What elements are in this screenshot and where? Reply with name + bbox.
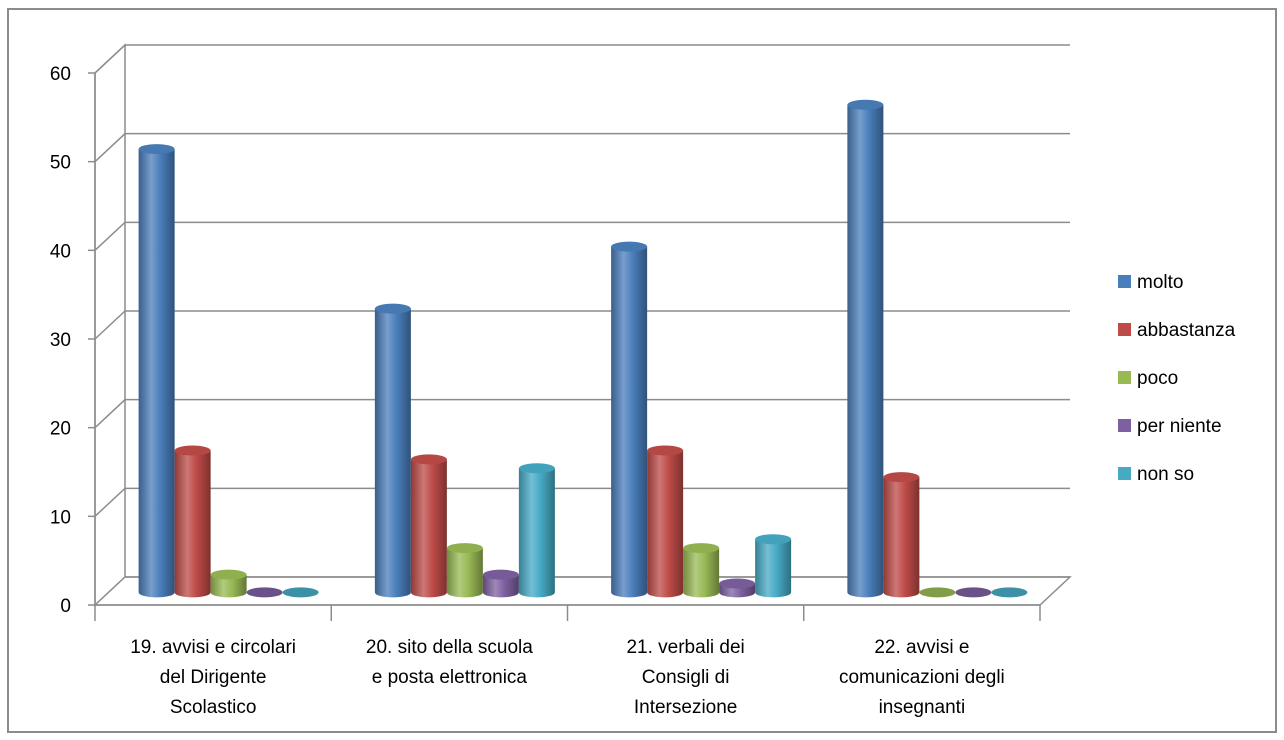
x-tick-label: 22. avvisi e comunicazioni degli insegnant… xyxy=(839,637,1005,718)
bar-per-niente xyxy=(482,569,519,598)
bar-top xyxy=(683,543,720,554)
bar-top xyxy=(446,543,483,554)
y-tick-label: 40 xyxy=(50,241,71,262)
x-tick-label-line: Consigli di xyxy=(642,667,730,688)
bar-top xyxy=(883,472,920,483)
x-tick-label-line: 22. avvisi e xyxy=(874,637,969,658)
bar-body xyxy=(847,104,884,598)
bar-body xyxy=(410,459,447,598)
gridline xyxy=(94,132,1070,163)
bar-poco xyxy=(919,587,956,598)
x-tick-label-line: insegnanti xyxy=(879,697,966,718)
legend-label: per niente xyxy=(1137,416,1222,437)
legend: molto abbastanza poco per niente non so xyxy=(1118,272,1236,485)
bar-top xyxy=(518,463,555,474)
x-tick-label: 21. verbali dei Consigli di Intersezione xyxy=(626,637,744,718)
x-tick-label-line: Intersezione xyxy=(634,697,738,718)
gridline xyxy=(94,310,1070,340)
bar-body xyxy=(446,548,483,598)
bar-body xyxy=(482,574,519,598)
legend-label: molto xyxy=(1137,272,1183,293)
bar-non-so xyxy=(518,463,555,598)
bar-top xyxy=(955,587,992,598)
y-tick-label: 10 xyxy=(50,507,71,528)
bar-body xyxy=(683,548,720,598)
x-axis: 19. avvisi e circolari del Dirigente Scola… xyxy=(94,604,1041,718)
bar-top xyxy=(482,569,519,580)
x-tick-label-line: 19. avvisi e circolari xyxy=(130,637,296,658)
bar-molto xyxy=(374,303,411,598)
x-tick-label-line: Scolastico xyxy=(170,697,257,718)
y-axis: 0 10 20 30 40 50 60 xyxy=(50,64,96,617)
y-tick-label: 20 xyxy=(50,419,71,440)
bar-per-niente xyxy=(246,587,283,598)
bar-top xyxy=(755,534,792,545)
legend-swatch xyxy=(1118,371,1131,384)
y-tick-label: 30 xyxy=(50,330,71,351)
bar-body xyxy=(138,149,175,598)
bar-body xyxy=(518,468,555,598)
bar-non-so xyxy=(282,587,319,598)
bar-body xyxy=(374,308,411,598)
gridline xyxy=(94,487,1070,517)
x-tick-label-line: comunicazioni degli xyxy=(839,667,1005,688)
x-tick-label: 20. sito della scuola e posta elettronica xyxy=(366,637,533,688)
y-tick-label: 50 xyxy=(50,153,71,174)
bar-non-so xyxy=(991,587,1028,598)
bar-poco xyxy=(683,543,720,598)
legend-swatch xyxy=(1118,419,1131,432)
bar-top xyxy=(282,587,319,598)
bar-abbastanza xyxy=(647,445,684,598)
legend-swatch xyxy=(1118,323,1131,336)
bar-top xyxy=(719,578,756,589)
legend-label: poco xyxy=(1137,368,1178,389)
bar-abbastanza xyxy=(410,454,447,598)
bars xyxy=(138,99,1028,598)
legend-label: abbastanza xyxy=(1137,320,1236,341)
x-tick-label: 19. avvisi e circolari del Dirigente Scola… xyxy=(130,637,296,718)
gridlines xyxy=(94,44,1070,578)
x-tick-label-line: 21. verbali dei xyxy=(626,637,744,658)
plot-walls xyxy=(93,43,1072,607)
bar-top xyxy=(174,445,211,456)
bar-molto xyxy=(847,99,884,598)
bar-body xyxy=(210,574,247,598)
bar-molto xyxy=(138,144,175,598)
bar-top xyxy=(410,454,447,465)
bar-top xyxy=(647,445,684,456)
x-tick-label-line: del Dirigente xyxy=(160,667,267,688)
bar-top xyxy=(210,569,247,580)
bar-poco xyxy=(210,569,247,598)
x-tick-label-line: e posta elettronica xyxy=(372,667,528,688)
bar-poco xyxy=(446,543,483,598)
bar-top xyxy=(611,241,648,252)
legend-swatch xyxy=(1118,467,1131,480)
bar-abbastanza xyxy=(174,445,211,598)
bar-non-so xyxy=(755,534,792,598)
bar-body xyxy=(647,450,684,598)
bar-top xyxy=(991,587,1028,598)
gridline xyxy=(94,221,1070,251)
bar-body xyxy=(883,477,920,598)
x-tick-label-line: 20. sito della scuola xyxy=(366,637,533,658)
bar-top xyxy=(919,587,956,598)
bar-top xyxy=(374,303,411,314)
bar-top xyxy=(138,144,175,155)
y-tick-label: 0 xyxy=(60,596,71,617)
bar-per-niente xyxy=(719,578,756,598)
bar-per-niente xyxy=(955,587,992,598)
y-tick-label: 60 xyxy=(50,64,71,85)
legend-label: non so xyxy=(1137,464,1194,485)
gridline xyxy=(94,44,1070,74)
bar-body xyxy=(755,539,792,598)
bar-abbastanza xyxy=(883,472,920,598)
legend-swatch xyxy=(1118,275,1131,288)
bar-top xyxy=(246,587,283,598)
gridline xyxy=(94,398,1070,429)
bar-molto xyxy=(611,241,648,598)
bar-top xyxy=(847,99,884,110)
bar-body xyxy=(174,450,211,598)
bar-body xyxy=(611,246,648,598)
